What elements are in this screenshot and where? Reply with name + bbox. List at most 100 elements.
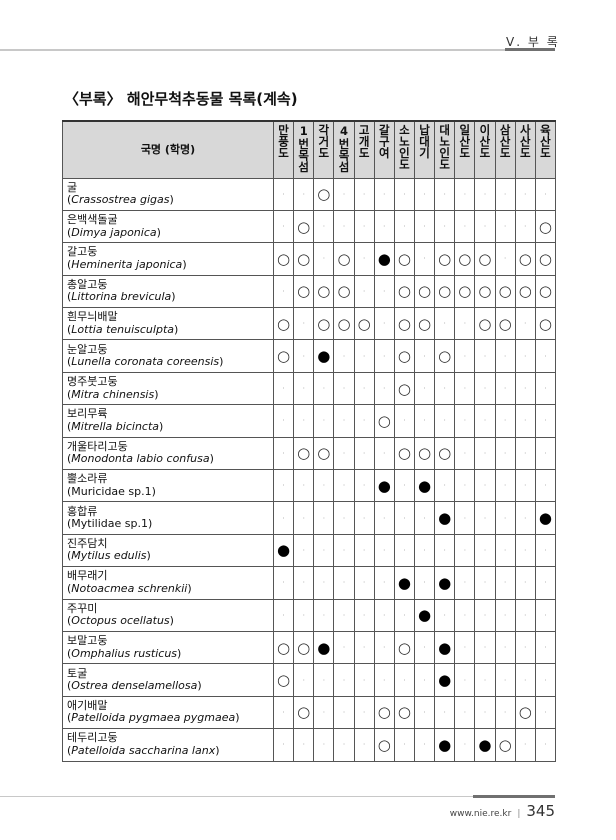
korean-name: 굴 — [67, 180, 78, 194]
column-header-name: 국명 (학명) — [62, 120, 274, 179]
column-header-6: 갈구여 — [373, 120, 395, 179]
presence-cell: · — [313, 695, 335, 730]
species-name: 굴 (Crassostrea gigas) — [62, 177, 274, 211]
column-header-label: 일산도 — [457, 124, 472, 159]
species-name: 총알고둥 (Littorina brevicula) — [62, 274, 274, 309]
scientific-name: (Mytilus edulis) — [67, 549, 151, 563]
presence-cell: · — [454, 469, 476, 503]
presence-cell: · — [514, 598, 536, 632]
presence-cell: · — [272, 274, 295, 309]
presence-cell: · — [293, 533, 315, 568]
presence-cell: · — [474, 339, 496, 373]
scientific-name: (Dimya japonica) — [67, 225, 161, 239]
korean-name: 테두리고둥 — [67, 731, 118, 745]
presence-cell: · — [353, 177, 375, 211]
presence-cell: · — [514, 404, 536, 438]
presence-cell: ○ — [393, 274, 415, 309]
presence-cell: ● — [413, 469, 436, 503]
presence-cell: · — [353, 533, 375, 568]
presence-cell: · — [353, 404, 375, 438]
presence-cell: ○ — [454, 274, 476, 309]
presence-cell: · — [353, 274, 375, 309]
column-header-label: 삼산도 — [498, 124, 513, 159]
presence-cell: · — [333, 663, 355, 697]
table-row: 테두리고둥 (Patelloida saccharina lanx) · · · · · ○ ·… — [62, 728, 557, 762]
presence-cell: · — [313, 501, 335, 535]
scientific-name: (Octopus ocellatus) — [67, 614, 174, 628]
presence-cell: · — [393, 598, 415, 632]
presence-cell: · — [494, 663, 516, 697]
presence-cell: · — [474, 533, 496, 568]
scientific-name: (Patelloida pygmaea pygmaea) — [67, 711, 240, 725]
column-header-label: 대노인도 — [437, 124, 452, 170]
scientific-name: (Mitrella bicincta) — [67, 419, 164, 433]
presence-cell: ○ — [413, 307, 436, 341]
presence-cell: ○ — [413, 436, 436, 471]
presence-cell: · — [373, 501, 395, 535]
presence-cell: · — [353, 242, 375, 276]
scientific-name-text: Dimya japonica — [71, 225, 157, 239]
presence-cell: · — [413, 630, 436, 665]
scientific-name-text: Omphalius rusticus — [71, 646, 178, 660]
column-header-label: 사산도 — [518, 124, 533, 159]
presence-cell: · — [293, 404, 315, 438]
species-name: 은백색돌굴 (Dimya japonica) — [62, 209, 274, 244]
presence-cell: ○ — [272, 242, 295, 276]
presence-cell: · — [293, 177, 315, 211]
presence-cell: · — [494, 533, 516, 568]
scientific-name: (Mitra chinensis) — [67, 387, 159, 401]
presence-cell: ○ — [293, 630, 315, 665]
column-header-label: 4번목섬 — [336, 124, 351, 173]
presence-cell: ● — [272, 533, 295, 568]
presence-cell: · — [293, 728, 315, 762]
presence-cell: · — [494, 598, 516, 632]
presence-cell: · — [474, 371, 496, 406]
presence-cell: · — [514, 630, 536, 665]
presence-cell: · — [353, 371, 375, 406]
header-rule-accent — [505, 48, 555, 51]
presence-cell: · — [353, 469, 375, 503]
species-name: 홍합류 (Mytilidae sp.1) — [62, 501, 274, 535]
presence-cell: · — [393, 728, 415, 762]
presence-cell: · — [272, 695, 295, 730]
presence-cell: · — [534, 533, 557, 568]
presence-cell: ○ — [293, 274, 315, 309]
presence-cell: · — [333, 469, 355, 503]
presence-cell: · — [494, 339, 516, 373]
presence-cell: · — [313, 598, 335, 632]
presence-cell: ● — [313, 339, 335, 373]
scientific-name: (Heminerita japonica) — [67, 257, 187, 271]
presence-cell: · — [494, 404, 516, 438]
presence-cell: · — [514, 436, 536, 471]
presence-cell: ○ — [313, 274, 335, 309]
korean-name: 뿔소라류 — [67, 472, 108, 486]
presence-cell: ○ — [494, 307, 516, 341]
presence-cell: ○ — [494, 274, 516, 309]
presence-cell: · — [434, 177, 456, 211]
korean-name: 눈알고둥 — [67, 342, 108, 356]
species-table: 국명 (학명) 만풍도 1번목섬 각거도 4번목섬 고개도 갈구여 소노인도 납대기 대노인도 일… — [62, 120, 557, 762]
column-header-13: 사산도 — [514, 120, 536, 179]
presence-cell: · — [494, 371, 516, 406]
presence-cell: · — [534, 469, 557, 503]
presence-cell: · — [534, 728, 557, 762]
presence-cell: ○ — [514, 695, 536, 730]
presence-cell: ○ — [373, 695, 395, 730]
presence-cell: · — [514, 177, 536, 211]
presence-cell: · — [454, 695, 476, 730]
presence-cell: · — [393, 663, 415, 697]
scientific-name: (Lottia tenuisculpta) — [67, 322, 179, 336]
presence-cell: · — [413, 533, 436, 568]
species-name: 명주붓고둥 (Mitra chinensis) — [62, 371, 274, 406]
presence-cell: · — [313, 533, 335, 568]
presence-cell: ● — [313, 630, 335, 665]
presence-cell: ○ — [494, 728, 516, 762]
presence-cell: · — [373, 307, 395, 341]
scientific-name-text: Patelloida pygmaea pygmaea — [71, 711, 236, 725]
presence-cell: · — [333, 339, 355, 373]
presence-cell: · — [534, 177, 557, 211]
species-name: 흰무늬배말 (Lottia tenuisculpta) — [62, 307, 274, 341]
presence-cell: · — [434, 469, 456, 503]
presence-cell: · — [454, 501, 476, 535]
presence-cell: ○ — [514, 242, 536, 276]
